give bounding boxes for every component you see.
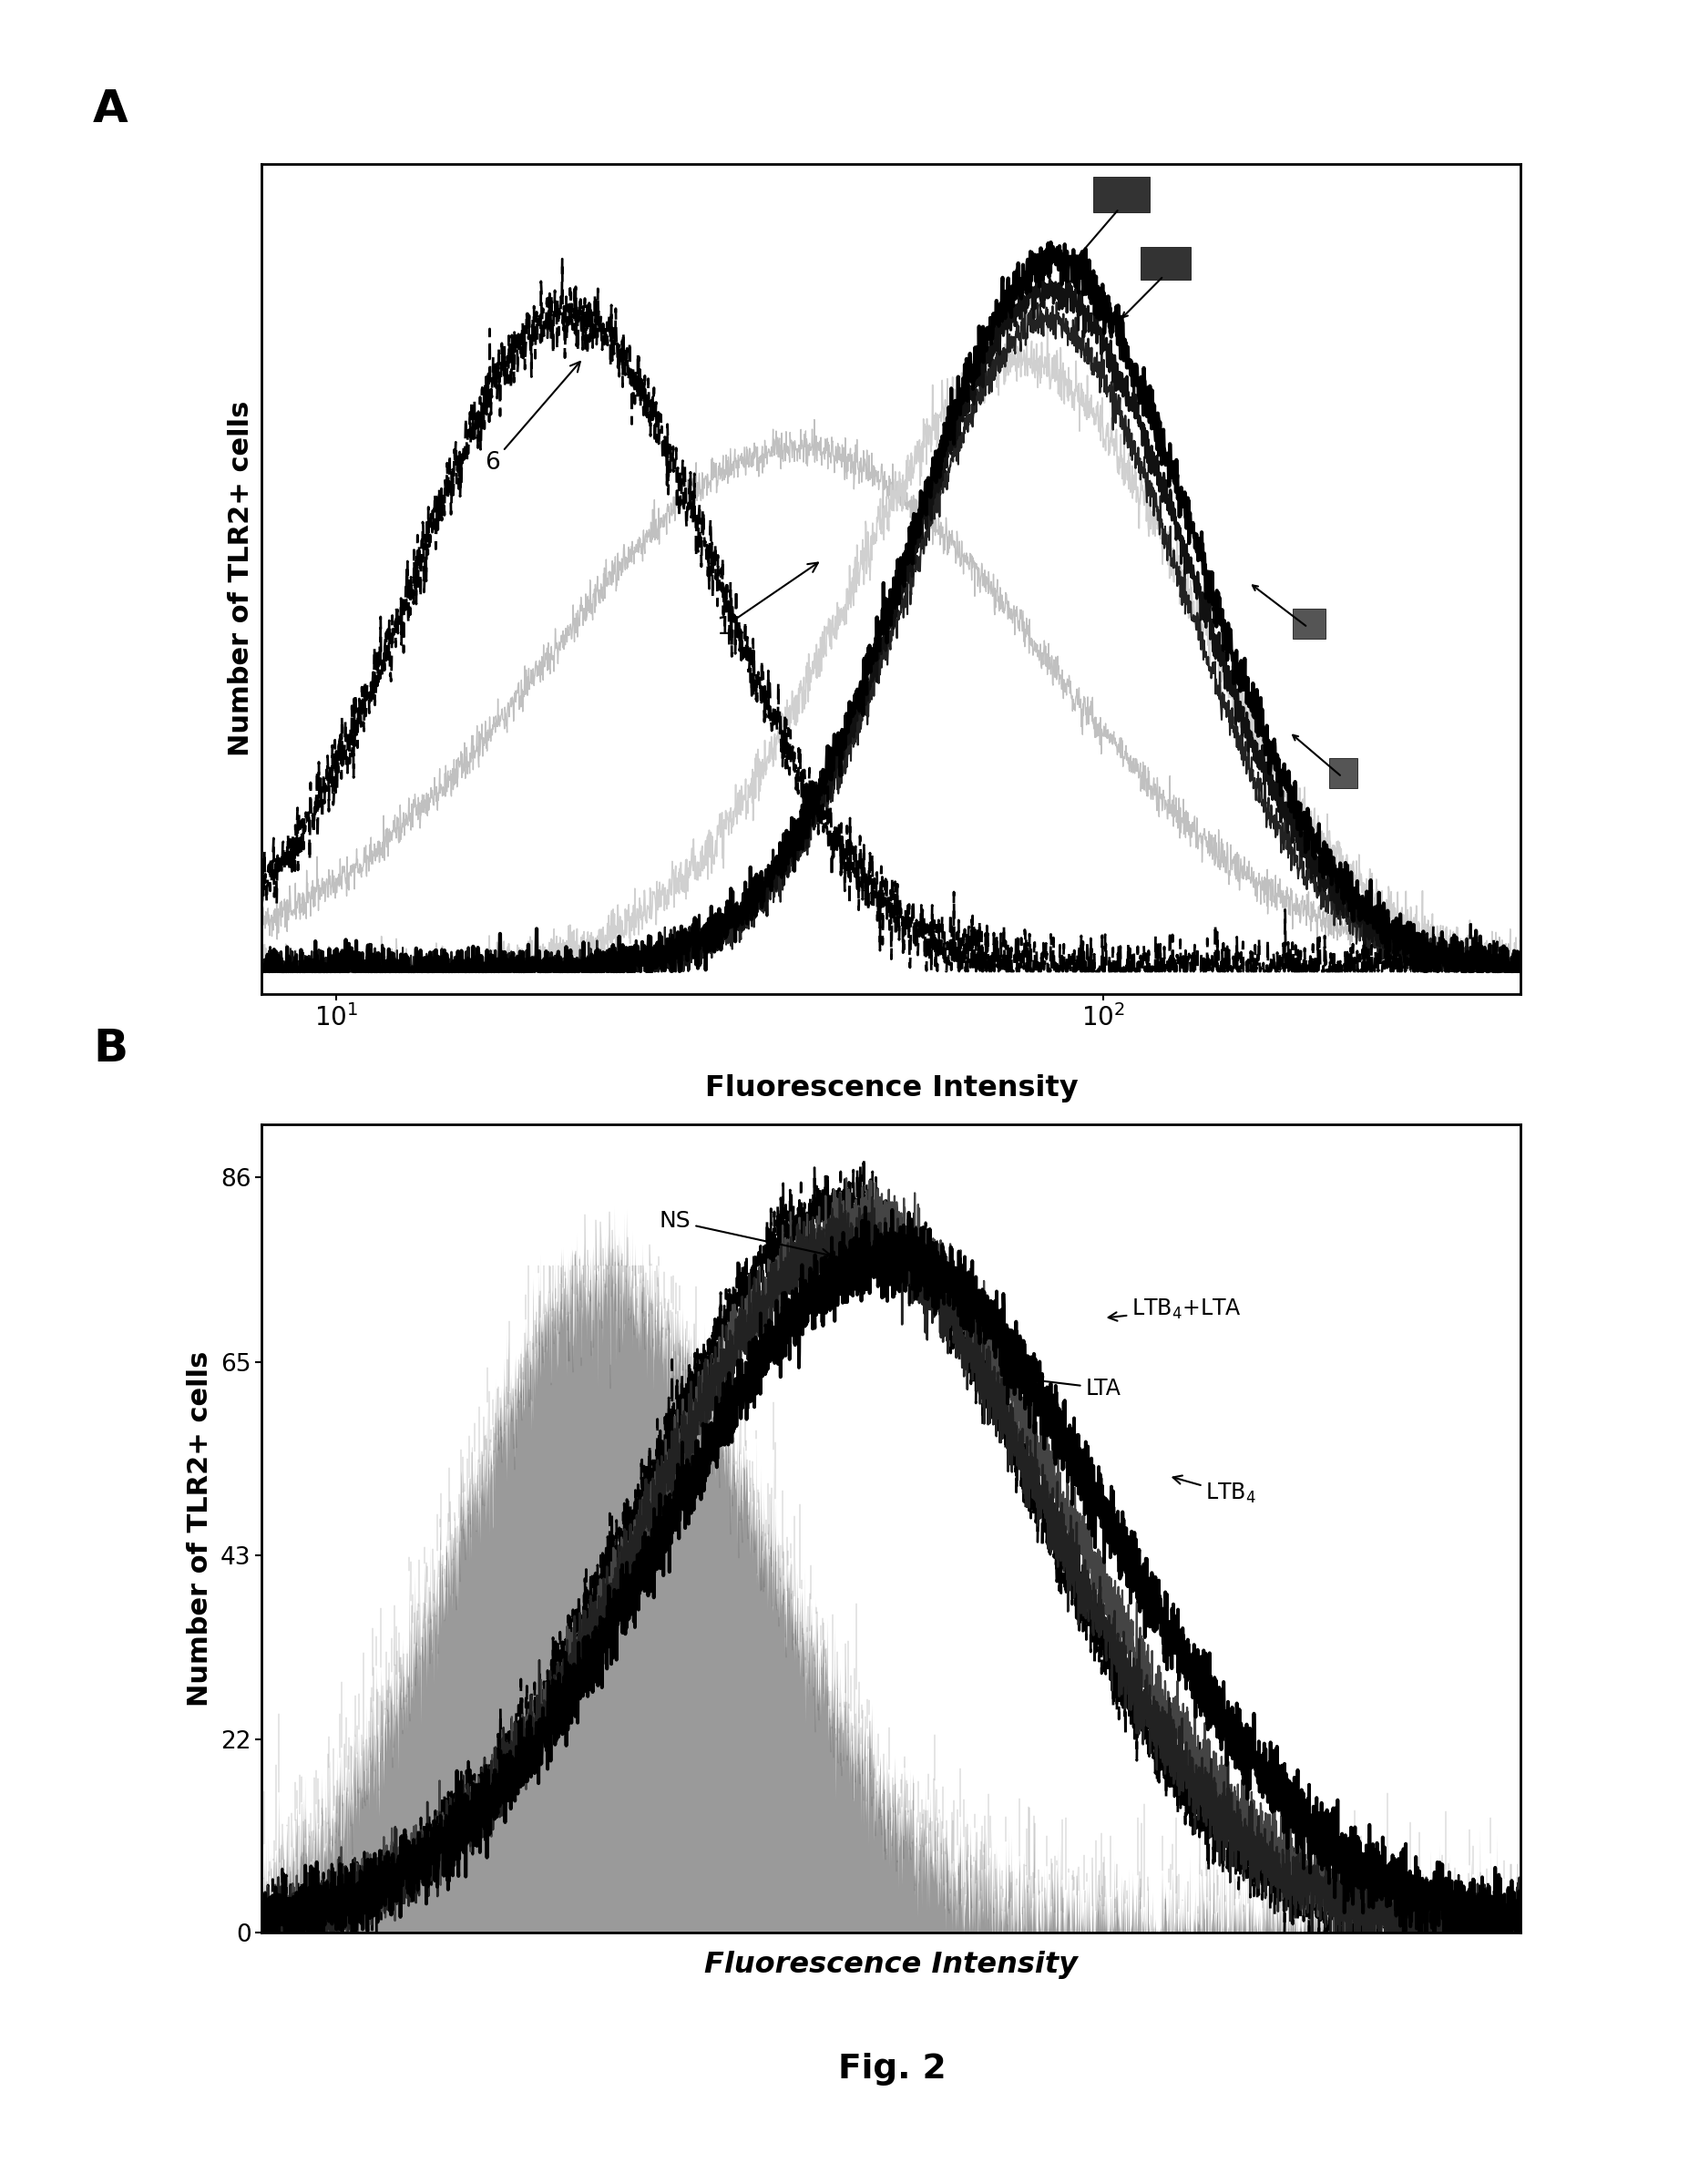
Bar — [1329, 758, 1358, 788]
Text: LTB$_4$+LTA: LTB$_4$+LTA — [1108, 1297, 1241, 1321]
Text: 1: 1 — [716, 563, 817, 640]
Text: LTB$_4$: LTB$_4$ — [1172, 1476, 1257, 1505]
Y-axis label: Number of TLR2+ cells: Number of TLR2+ cells — [228, 402, 255, 756]
Text: B: B — [93, 1026, 128, 1070]
Bar — [1093, 177, 1150, 212]
Y-axis label: Number of TLR2+ cells: Number of TLR2+ cells — [186, 1352, 213, 1706]
Text: Fluorescence Intensity: Fluorescence Intensity — [706, 1075, 1078, 1103]
Bar — [1140, 247, 1191, 280]
Text: LTA: LTA — [1034, 1376, 1121, 1400]
X-axis label: Fluorescence Intensity: Fluorescence Intensity — [704, 1950, 1078, 1979]
Text: A: A — [93, 87, 128, 131]
Text: Fig. 2: Fig. 2 — [838, 2053, 946, 2086]
Text: 6: 6 — [485, 363, 579, 474]
Text: NS: NS — [660, 1210, 831, 1258]
Bar — [1294, 609, 1326, 638]
